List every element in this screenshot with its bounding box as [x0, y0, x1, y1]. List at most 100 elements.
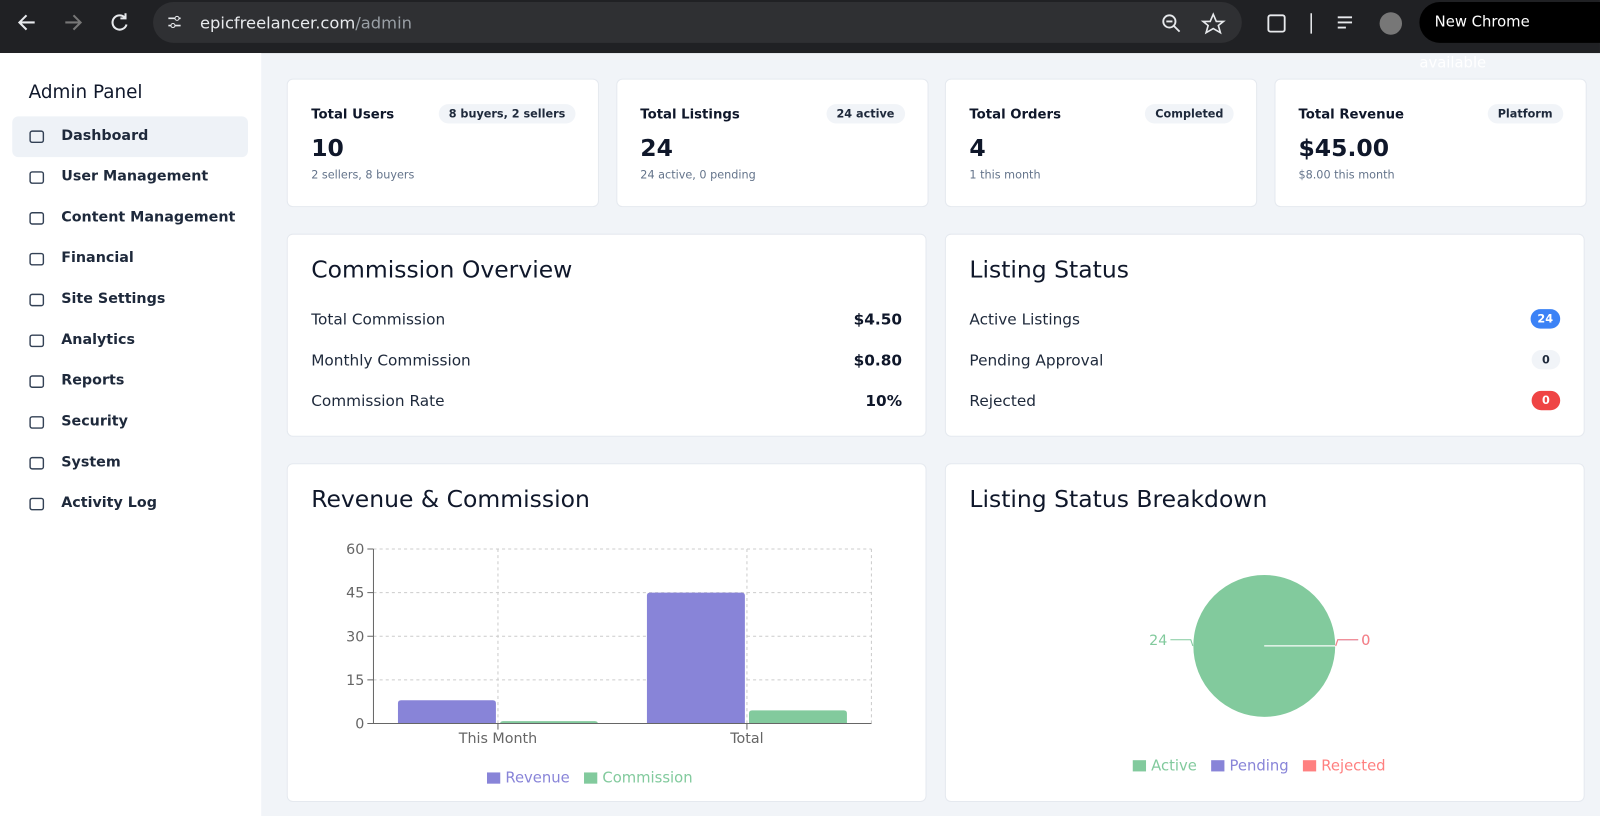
- legend-label: Pending: [1230, 757, 1289, 774]
- nav-label: User Management: [61, 168, 209, 185]
- stat-value: 24: [640, 135, 673, 163]
- bar: [646, 592, 745, 724]
- row-label: Monthly Commission: [311, 351, 471, 370]
- stat-card: Total Orders Completed 4 1 this month: [944, 78, 1258, 208]
- row-label: Active Listings: [969, 310, 1080, 329]
- nav-icon: [29, 456, 45, 470]
- legend: Active Pending Rejected: [1132, 757, 1386, 774]
- stat-subtitle: 1 this month: [969, 168, 1041, 182]
- nav-buttons[interactable]: [0, 0, 153, 45]
- nav-label: Reports: [61, 372, 125, 389]
- row-label: Rejected: [969, 391, 1036, 411]
- nav-item[interactable]: Content Management: [12, 198, 248, 239]
- toolbar-icons[interactable]: [1260, 8, 1413, 39]
- commission-card: Commission Overview Total Commission $4.50…: [286, 233, 927, 437]
- update-button[interactable]: New Chrome available: [1419, 2, 1600, 71]
- count-badge: 0: [1531, 390, 1561, 411]
- chart-card: 0 15 30 45 60 This Month Total Revenue Commissio…: [286, 463, 927, 803]
- label-line: [1335, 639, 1359, 647]
- nav-icon: [29, 416, 45, 429]
- card-title: Revenue & Commission: [311, 486, 590, 514]
- row-label: Pending Approval: [969, 351, 1104, 370]
- bar: [397, 700, 496, 724]
- y-tick-label: 15: [346, 673, 364, 689]
- stat-title: Total Users: [311, 107, 395, 123]
- chart: 0 15 30 45 60 This Month Total Revenue Commissio…: [346, 542, 872, 787]
- nav-item[interactable]: Financial: [12, 239, 248, 280]
- nav-item[interactable]: Site Settings: [12, 280, 248, 321]
- stat-badge: Platform: [1487, 104, 1563, 124]
- stat-card: Total Revenue Platform $45.00 $8.00 this mo…: [1273, 78, 1587, 208]
- nav-label: Security: [61, 413, 128, 430]
- stat-subtitle: 24 active, 0 pending: [640, 168, 756, 182]
- nav-label: System: [61, 454, 121, 471]
- nav-label: Activity Log: [61, 494, 157, 512]
- legend-swatch: [1132, 760, 1147, 772]
- nav-item[interactable]: Security: [12, 402, 248, 443]
- stat-card: Total Listings 24 active 24 24 active, 0 pe…: [615, 78, 929, 208]
- icon-shape: [29, 497, 45, 511]
- icon-shape: [29, 456, 45, 470]
- chart-card: 24 0 0 Active Pending Rejected Listing Status …: [944, 463, 1585, 803]
- legend: Revenue Commission: [486, 770, 693, 787]
- legend-label: Rejected: [1321, 757, 1385, 774]
- y-tick-label: 60: [346, 542, 364, 558]
- nav-label: Financial: [61, 249, 134, 267]
- stat-title: Total Revenue: [1298, 107, 1405, 123]
- legend-label: Commission: [602, 770, 692, 787]
- nav-icon: [29, 293, 45, 307]
- legend-swatch: [584, 772, 598, 784]
- nav-item[interactable]: System: [12, 443, 248, 484]
- row-value: 10%: [865, 391, 903, 411]
- stat-value: 10: [311, 135, 344, 163]
- url-domain: epicfreelancer.com: [199, 13, 356, 33]
- label-line: [1170, 639, 1194, 647]
- x-tick-label: This Month: [458, 731, 537, 747]
- stat-title: Total Orders: [969, 107, 1061, 123]
- count-badge: 0: [1531, 349, 1561, 370]
- count-badge: 24: [1530, 309, 1561, 329]
- url-path: /admin: [355, 13, 412, 33]
- icon-shape: [29, 416, 45, 429]
- nav-item[interactable]: Reports: [12, 361, 248, 402]
- address-icons[interactable]: [1161, 12, 1232, 35]
- stat-title: Total Listings: [640, 107, 740, 123]
- nav-label: Dashboard: [61, 127, 149, 144]
- nav-item[interactable]: Analytics: [12, 320, 248, 361]
- stat-badge: 8 buyers, 2 sellers: [438, 104, 576, 124]
- icon-shape: [29, 334, 45, 348]
- icon-shape: [29, 293, 45, 307]
- nav-icon: [29, 212, 45, 225]
- icon-shape: [29, 130, 45, 144]
- nav-label: Content Management: [61, 209, 236, 226]
- legend-swatch: [486, 772, 501, 784]
- legend-swatch: [1302, 760, 1317, 772]
- url: epicfreelancer.com/admin: [200, 13, 412, 32]
- nav-icon: [29, 497, 45, 511]
- nav-icon: [29, 130, 45, 144]
- nav-label: Analytics: [61, 331, 135, 348]
- pie-label: 24: [1149, 633, 1167, 649]
- nav-item[interactable]: User Management: [12, 157, 248, 198]
- icon-shape: [29, 252, 45, 266]
- row-label: Commission Rate: [311, 391, 445, 411]
- stat-value: $45.00: [1298, 135, 1390, 163]
- icon-shape: [29, 212, 45, 225]
- row-value: $0.80: [853, 351, 903, 370]
- stat-subtitle: $8.00 this month: [1298, 168, 1395, 182]
- icon-shape: [29, 375, 45, 388]
- card-title: Commission Overview: [311, 257, 573, 284]
- icon-shape: [29, 171, 45, 184]
- nav-item[interactable]: Activity Log: [12, 484, 248, 525]
- nav-item[interactable]: Dashboard: [12, 116, 248, 158]
- pie-label: 0: [1361, 633, 1370, 649]
- address-bar[interactable]: epicfreelancer.com/admin: [153, 2, 1242, 43]
- y-tick-label: 0: [355, 717, 364, 733]
- legend-label: Active: [1151, 757, 1197, 774]
- legend-swatch: [1211, 760, 1225, 772]
- site-info-icon[interactable]: [165, 13, 183, 31]
- nav-icon: [29, 171, 45, 184]
- y-tick-label: 45: [346, 586, 364, 602]
